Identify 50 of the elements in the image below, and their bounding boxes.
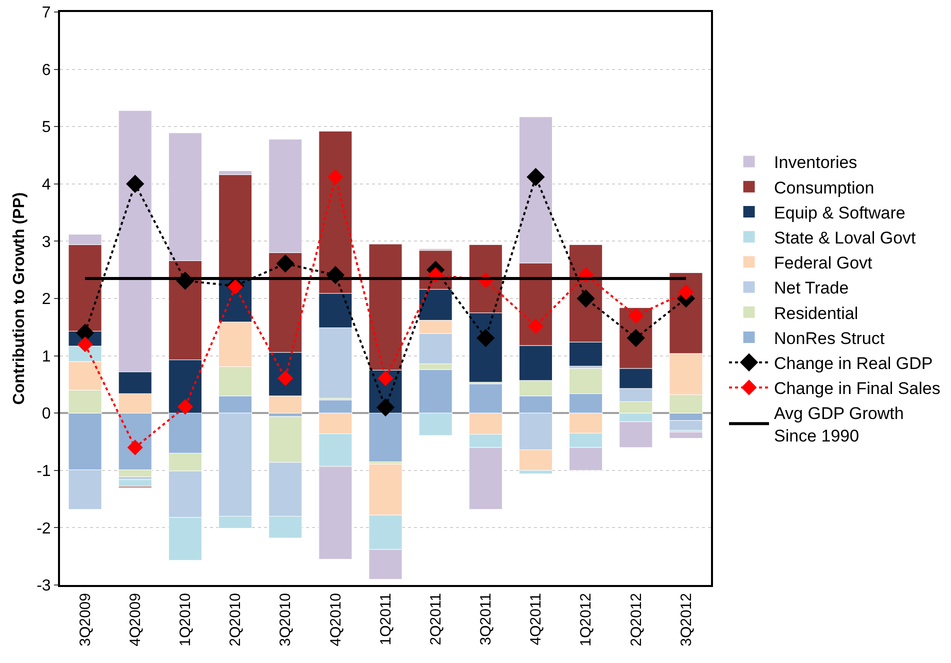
y-tick-label: 6 <box>42 62 51 79</box>
legend-label: Federal Govt <box>774 254 873 273</box>
y-tick-label: 1 <box>42 348 51 366</box>
bar <box>118 479 152 487</box>
legend-label: NonRes Struct <box>774 328 885 348</box>
point <box>376 398 395 416</box>
y-tick-label: -2 <box>36 520 51 538</box>
x-tick-label: 1Q2010 <box>177 593 194 646</box>
point <box>328 169 344 185</box>
x-tick-label: 4Q2010 <box>327 593 344 646</box>
point <box>77 336 93 352</box>
legend-label: State & Loval Govt <box>774 228 916 248</box>
legend-label: Equip & Software <box>774 203 906 222</box>
y-tick-label: 4 <box>42 176 51 194</box>
y-tick-label: 3 <box>42 234 51 251</box>
y-tick-label: 2 <box>42 291 51 308</box>
legend-label: Change in Final Sales <box>774 379 940 398</box>
legend-label: Avg GDP Growth Since 1990 <box>774 404 904 446</box>
point <box>177 399 193 415</box>
y-tick-label: 5 <box>42 119 51 136</box>
x-tick-label: 1Q2011 <box>377 593 394 646</box>
y-tick-label: 0 <box>42 406 51 423</box>
legend-label: Change in Real GDP <box>774 354 933 373</box>
point <box>628 308 644 324</box>
x-tick-label: 3Q2009 <box>76 593 94 646</box>
x-tick-label: 4Q2009 <box>126 593 144 646</box>
point <box>476 328 495 348</box>
point <box>378 370 394 386</box>
y-tick-label: 7 <box>42 4 51 22</box>
point <box>526 168 545 186</box>
x-tick-label: 3Q2012 <box>678 593 695 646</box>
legend-label: Inventories <box>774 153 858 172</box>
y-tick-label: -1 <box>36 463 51 480</box>
legend-label: Residential <box>774 304 858 323</box>
y-tick-label: -3 <box>36 578 51 595</box>
x-tick-label: 2Q2011 <box>427 593 444 646</box>
point <box>678 284 694 300</box>
point <box>126 174 144 193</box>
point <box>276 254 294 273</box>
point <box>576 289 595 308</box>
y-axis-title: Contribution to Growth (PP) <box>10 192 28 405</box>
legend-label: Consumption <box>774 178 874 198</box>
legend-label: Net Trade <box>774 278 849 298</box>
x-tick-label: 3Q2011 <box>478 593 495 646</box>
x-tick-label: 2Q2012 <box>628 593 645 646</box>
x-tick-label: 2Q2010 <box>227 593 244 646</box>
x-tick-label: 1Q2012 <box>578 593 595 646</box>
x-tick-label: 4Q2011 <box>528 593 545 646</box>
x-tick-label: 3Q2010 <box>277 593 294 646</box>
point <box>528 318 544 334</box>
